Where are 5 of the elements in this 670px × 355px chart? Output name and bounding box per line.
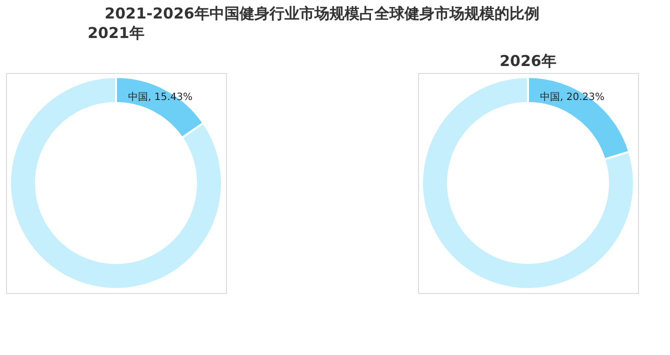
chart-title: 2021年 (88, 24, 144, 42)
donut-slice (421, 76, 635, 290)
text: 2021-2026年中国健身行业市场规模占全球健身市场规模的比例 (104, 4, 540, 22)
chart-title: 2026年 (500, 52, 556, 70)
donut-slice (9, 76, 223, 290)
